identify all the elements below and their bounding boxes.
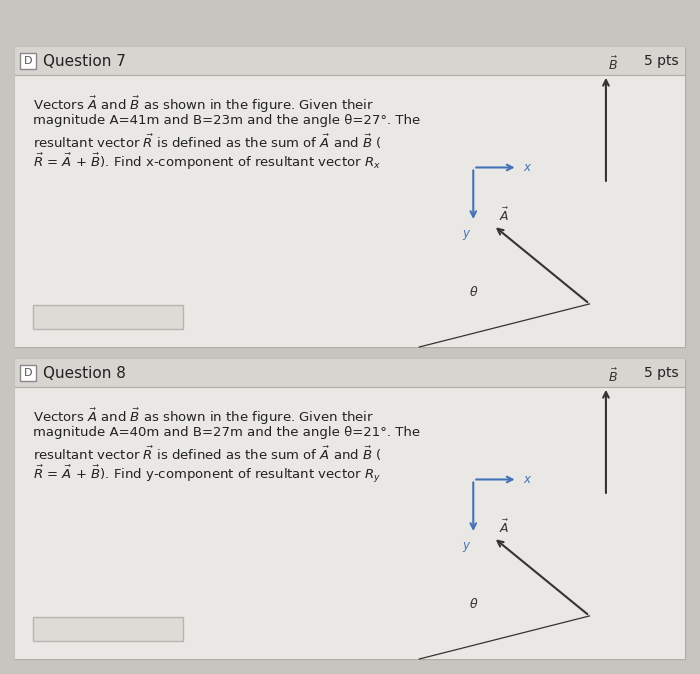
Text: y: y — [462, 539, 469, 552]
Bar — [447, 184, 602, 314]
Text: Vectors $\vec{A}$ and $\vec{B}$ as shown in the figure. Given their: Vectors $\vec{A}$ and $\vec{B}$ as shown… — [33, 95, 374, 115]
Text: $\theta$: $\theta$ — [469, 596, 478, 611]
Text: Vectors $\vec{A}$ and $\vec{B}$ as shown in the figure. Given their: Vectors $\vec{A}$ and $\vec{B}$ as shown… — [33, 407, 374, 427]
Text: Question 8: Question 8 — [43, 365, 126, 381]
Bar — [33, 305, 183, 329]
Text: Question 7: Question 7 — [43, 53, 126, 69]
Text: $\vec{B}$: $\vec{B}$ — [608, 368, 618, 385]
Text: $\vec{A}$: $\vec{A}$ — [498, 206, 509, 224]
Bar — [33, 617, 183, 641]
Text: x: x — [524, 473, 531, 486]
Text: resultant vector $\vec{R}$ is defined as the sum of $\vec{A}$ and $\vec{B}$ (: resultant vector $\vec{R}$ is defined as… — [33, 133, 382, 152]
Text: $\vec{R}$ = $\vec{A}$ + $\vec{B}$). Find x-component of resultant vector $R_x$: $\vec{R}$ = $\vec{A}$ + $\vec{B}$). Find… — [33, 152, 381, 173]
Bar — [20, 53, 36, 69]
Bar — [15, 47, 685, 347]
Text: $\vec{B}$: $\vec{B}$ — [608, 56, 618, 73]
Bar — [15, 47, 685, 75]
Bar — [20, 365, 36, 381]
Bar — [15, 359, 685, 387]
Text: magnitude A=41m and B=23m and the angle θ=27°. The: magnitude A=41m and B=23m and the angle … — [33, 114, 420, 127]
Text: $\vec{R}$ = $\vec{A}$ + $\vec{B}$). Find y-component of resultant vector $R_y$: $\vec{R}$ = $\vec{A}$ + $\vec{B}$). Find… — [33, 464, 381, 485]
Text: D: D — [24, 368, 32, 378]
Text: magnitude A=40m and B=27m and the angle θ=21°. The: magnitude A=40m and B=27m and the angle … — [33, 426, 420, 439]
Text: 5 pts: 5 pts — [645, 54, 679, 68]
Bar — [15, 359, 685, 659]
Bar — [15, 75, 685, 347]
Text: D: D — [24, 56, 32, 66]
Text: resultant vector $\vec{R}$ is defined as the sum of $\vec{A}$ and $\vec{B}$ (: resultant vector $\vec{R}$ is defined as… — [33, 445, 382, 463]
Text: y: y — [462, 227, 469, 241]
Text: x: x — [524, 161, 531, 174]
Bar — [447, 496, 602, 626]
Text: 5 pts: 5 pts — [645, 366, 679, 380]
Text: $\vec{A}$: $\vec{A}$ — [498, 518, 509, 536]
Text: $\theta$: $\theta$ — [469, 284, 478, 299]
Bar — [15, 387, 685, 659]
